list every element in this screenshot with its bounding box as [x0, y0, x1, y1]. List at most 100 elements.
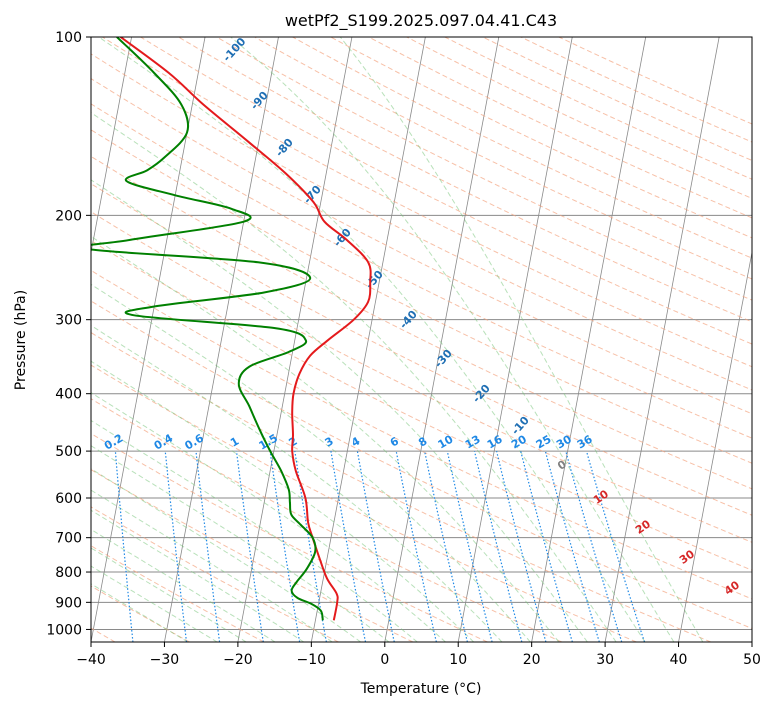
- mixing-ratio-line: [114, 451, 134, 642]
- dry-adiabat-line: [216, 37, 752, 301]
- isotherm-line: [384, 37, 500, 642]
- isotherm-line: [91, 37, 132, 255]
- mixing-ratio-line: [395, 450, 437, 642]
- mixing-ratio-line: [446, 450, 493, 642]
- dry-adiabat-line: [91, 269, 752, 600]
- moist-adiabat-line: [339, 37, 704, 642]
- x-tick-label: −40: [76, 652, 106, 668]
- moist-adiabat-line: [98, 37, 646, 642]
- isotherm-line: [531, 37, 647, 642]
- y-axis: 100 200 300 400 500 600 700 800 900 1000: [46, 30, 91, 638]
- isotherm-line: [0, 37, 58, 642]
- moist-adiabat-line: [91, 468, 361, 642]
- data-series: [91, 37, 372, 621]
- dry-adiabat-line: [102, 37, 752, 368]
- moist-adiabat-line: [91, 419, 418, 642]
- dry-adiabat-line: [91, 53, 752, 391]
- dry-adiabat-line: [520, 37, 752, 143]
- x-tick-label: 40: [670, 652, 688, 668]
- moist-adiabat-label: 30: [677, 547, 697, 567]
- x-tick-label: 10: [449, 652, 467, 668]
- mixing-ratio-label: 1: [228, 435, 241, 450]
- y-axis-label: Pressure (hPa): [13, 290, 29, 390]
- y-tick-label: 100: [55, 30, 82, 46]
- x-tick-label: 30: [596, 652, 614, 668]
- mixing-ratio-line: [356, 450, 395, 642]
- dry-adiabat-line: [91, 78, 752, 415]
- dry-adiabat-label: -90: [248, 89, 271, 113]
- dry-adiabat-line: [91, 468, 414, 642]
- dry-adiabat-line: [91, 155, 752, 490]
- y-tick-label: 700: [55, 531, 82, 547]
- dry-adiabat-label: -50: [363, 268, 386, 292]
- mixing-ratio-line: [565, 450, 623, 642]
- isotherm-line: [751, 639, 752, 642]
- dry-adiabat-line: [91, 331, 711, 642]
- moist-adiabat-line: [91, 179, 588, 642]
- mixing-ratio-label: 36: [575, 432, 595, 451]
- moist-adiabat-line: [91, 112, 617, 642]
- dry-adiabat-line: [368, 37, 752, 219]
- moist-adiabat-line: [91, 528, 276, 642]
- moist-adiabat-line: [91, 445, 390, 642]
- x-tick-label: −30: [150, 652, 180, 668]
- y-tick-label: 1000: [46, 622, 82, 638]
- moist-adiabat-line: [91, 324, 503, 642]
- moist-adiabat-label: 10: [591, 487, 611, 507]
- mixing-ratio-lines: [114, 450, 646, 642]
- isotherm-line: [164, 37, 279, 642]
- dry-adiabat-line: [91, 183, 752, 516]
- moist-adiabat-label: 0: [555, 457, 569, 472]
- y-tick-label: 800: [55, 565, 82, 581]
- x-axis-label: Temperature (°C): [360, 681, 482, 697]
- mixing-ratio-label: 0.2: [102, 432, 125, 453]
- dry-adiabats: [91, 37, 752, 642]
- dry-adiabat-line: [91, 240, 752, 571]
- moist-adiabat-line: [91, 283, 531, 642]
- dry-adiabat-line: [330, 37, 752, 239]
- dry-adiabat-line: [178, 37, 752, 323]
- dry-adiabat-line: [91, 300, 752, 630]
- dry-adiabat-line: [558, 37, 752, 125]
- y-tick-label: 400: [55, 387, 82, 403]
- mixing-ratio-label: 25: [534, 433, 554, 452]
- dry-adiabat-label: -30: [432, 347, 455, 371]
- moist-adiabat-line: [91, 360, 475, 642]
- x-tick-label: −10: [297, 652, 327, 668]
- mixing-ratio-line: [473, 450, 523, 642]
- x-tick-label: 20: [523, 652, 541, 668]
- dry-adiabat-line: [91, 545, 265, 642]
- mixing-ratio-line: [424, 450, 468, 642]
- dry-adiabat-line: [91, 103, 752, 439]
- dry-adiabat-line: [444, 37, 752, 180]
- plot-frame: [90, 36, 753, 643]
- moist-adiabat-line: [91, 235, 560, 642]
- chart-title: wetPf2_S199.2025.097.04.41.C43: [285, 11, 557, 31]
- dry-adiabat-line: [91, 211, 752, 543]
- y-tick-label: 500: [55, 444, 82, 460]
- dry-adiabat-line: [91, 129, 752, 464]
- y-tick-label: 900: [55, 595, 82, 611]
- mixing-ratio-line: [496, 450, 547, 642]
- series-line-2: [91, 37, 324, 621]
- mixing-ratio-label: 10: [436, 432, 456, 451]
- moist-adiabat-label: 40: [722, 578, 742, 598]
- mixing-ratio-line: [544, 450, 600, 642]
- dry-adiabat-line: [91, 432, 488, 642]
- mixing-ratio-line: [235, 451, 264, 642]
- x-tick-label: −20: [223, 652, 253, 668]
- dry-adiabat-label: -100: [220, 35, 248, 64]
- x-axis: −40 −30 −20 −10 0 10 20 30 40 50: [76, 642, 761, 668]
- y-tick-label: 300: [55, 313, 82, 329]
- mixing-ratio-label: 13: [463, 433, 483, 452]
- mixing-ratio-label: 6: [388, 434, 401, 449]
- isotherms: [0, 37, 752, 642]
- dry-adiabat-line: [140, 37, 752, 345]
- mixing-ratio-line: [195, 451, 221, 642]
- dry-adiabat-line: [254, 37, 752, 280]
- isobars: [91, 37, 752, 630]
- y-tick-label: 200: [55, 208, 82, 224]
- mixing-ratio-label: 0.4: [152, 431, 176, 452]
- moist-adiabat-line: [230, 37, 675, 642]
